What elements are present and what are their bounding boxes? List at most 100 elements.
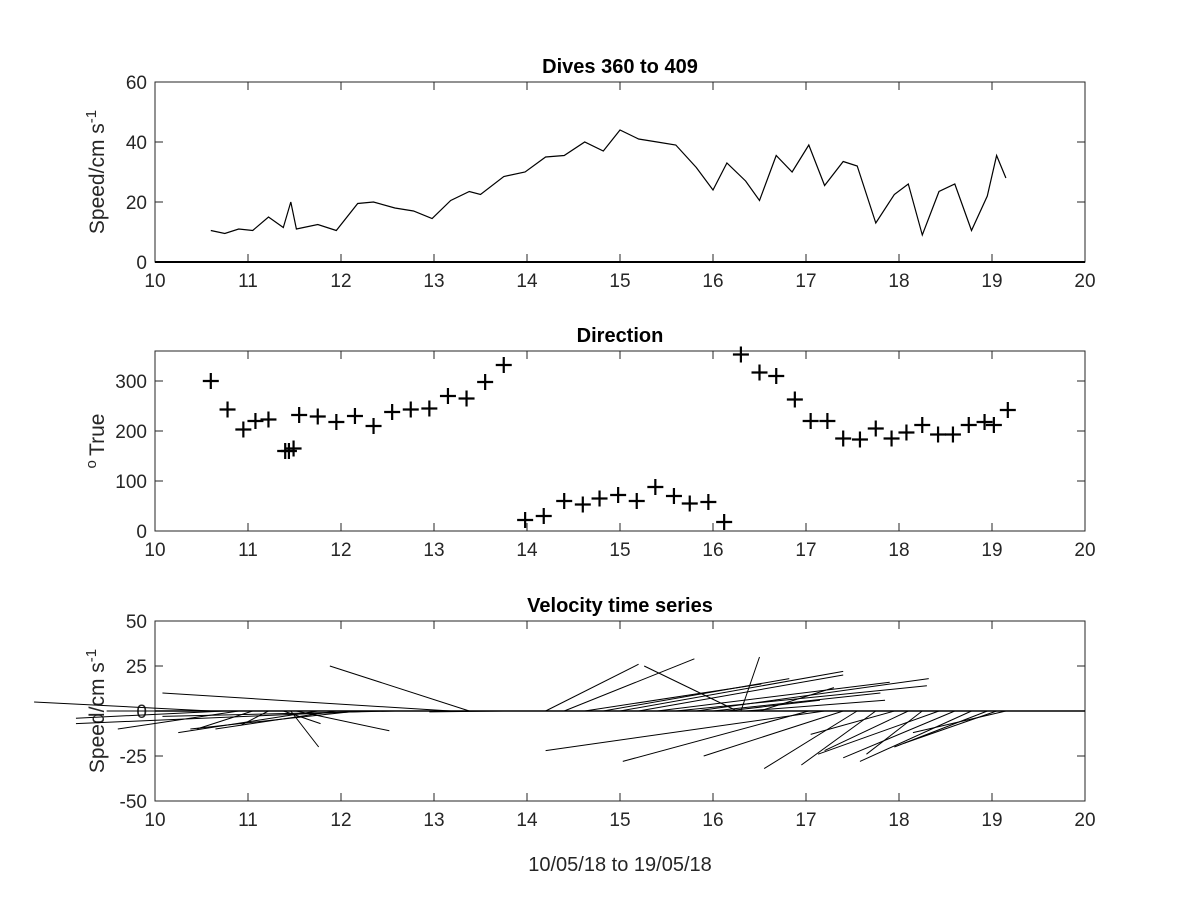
velocity-stick: [903, 710, 997, 744]
direction-point-marker: [647, 479, 664, 495]
direction-point-marker: [851, 431, 868, 448]
velocity-panel: 10 11 12 13 14 15 16 17 18 19 20 -50 -25 0 25 50 Velocit…: [34, 595, 1096, 831]
y-tick-label: 300: [115, 372, 147, 393]
panel-title: Dives 360 to 409: [542, 56, 698, 78]
panel-title: Velocity time series: [527, 595, 713, 617]
axes-box: [154, 81, 1086, 263]
y-tick-label: 60: [126, 73, 147, 94]
x-tick-label: 12: [330, 271, 351, 292]
direction-point-marker: [867, 420, 884, 437]
x-tick-label: 20: [1074, 271, 1095, 292]
direction-point-marker: [700, 494, 717, 510]
direction-point-marker: [883, 430, 900, 447]
velocity-stick: [622, 710, 809, 762]
y-tick-label: 100: [115, 472, 147, 493]
velocity-stick: [603, 678, 790, 712]
velocity-stick: [545, 710, 825, 752]
velocity-stick: [745, 699, 886, 712]
direction-point-marker: [365, 418, 382, 434]
velocity-stick: [190, 710, 358, 730]
velocity-stick: [657, 681, 890, 712]
direction-point-marker: [346, 408, 363, 424]
direction-point-marker: [914, 417, 931, 433]
x-tick-label: 14: [516, 540, 538, 561]
direction-point-marker: [235, 421, 252, 438]
direction-point-marker: [421, 400, 438, 417]
x-tick-label: 10: [144, 810, 165, 831]
direction-point-marker: [247, 413, 264, 429]
direction-point-marker: [898, 424, 915, 441]
velocity-stick: [564, 658, 695, 712]
x-tick-label: 13: [423, 540, 444, 561]
direction-point-marker: [285, 440, 302, 457]
y-tick-label: 0: [136, 702, 147, 723]
direction-point-marker: [819, 413, 836, 429]
direction-point-marker: [260, 411, 277, 428]
direction-point-marker: [930, 426, 947, 443]
direction-point-marker: [328, 414, 345, 430]
x-tick-label: 19: [981, 810, 1002, 831]
velocity-stick: [712, 692, 881, 712]
x-tick-label: 19: [981, 271, 1002, 292]
velocity-stick: [162, 710, 395, 717]
velocity-stick: [545, 663, 639, 712]
direction-point-marker: [944, 426, 961, 443]
velocity-stick: [912, 710, 1007, 734]
velocity-stick: [726, 699, 821, 712]
y-tick-label: 20: [126, 193, 147, 214]
direction-point-marker: [202, 373, 219, 389]
velocity-stick: [675, 685, 927, 712]
x-tick-label: 12: [330, 810, 351, 831]
x-tick-label: 13: [423, 271, 444, 292]
x-tick-label: 17: [795, 271, 816, 292]
y-axis-label: o True: [83, 414, 110, 469]
velocity-stick: [638, 674, 844, 712]
direction-point-marker: [985, 417, 1002, 433]
x-axis-caption: 10/05/18 to 19/05/18: [528, 854, 712, 876]
velocity-stick: [619, 670, 844, 712]
direction-point-marker: [835, 430, 852, 447]
direction-point-marker: [591, 490, 608, 507]
velocity-stick: [843, 710, 955, 759]
direction-point-marker: [517, 512, 534, 528]
direction-point-marker: [960, 417, 977, 433]
velocity-stick: [643, 665, 738, 712]
direction-point-marker: [802, 413, 819, 429]
x-tick-label: 19: [981, 540, 1002, 561]
x-tick-label: 16: [702, 271, 723, 292]
velocity-stick: [703, 710, 844, 757]
velocity-stick: [75, 710, 225, 719]
speed-panel: 10 11 12 13 14 15 16 17 18 19 20 0 20 40 60 Dives 360 t…: [83, 56, 1096, 292]
y-tick-label: 25: [126, 657, 147, 678]
direction-point-marker: [535, 508, 552, 524]
velocity-stick: [34, 701, 211, 712]
x-tick-label: 15: [609, 810, 630, 831]
x-tick-label: 17: [795, 540, 816, 561]
direction-point-marker: [439, 388, 456, 404]
x-tick-label: 10: [144, 271, 165, 292]
speed-series-line: [210, 129, 1007, 237]
velocity-stick: [866, 710, 923, 755]
y-tick-label: -50: [120, 792, 147, 813]
velocity-stick: [817, 710, 940, 755]
direction-point-marker: [665, 488, 682, 504]
velocity-stick: [329, 665, 470, 712]
direction-point-marker: [786, 391, 803, 408]
x-tick-label: 17: [795, 810, 816, 831]
direction-point-marker: [291, 407, 308, 423]
y-tick-label: -25: [120, 747, 147, 768]
x-tick-label: 18: [888, 810, 909, 831]
velocity-stick: [162, 692, 451, 712]
direction-point-marker: [458, 390, 475, 407]
x-tick-label: 13: [423, 810, 444, 831]
direction-point-marker: [610, 487, 627, 503]
direction-point-marker: [477, 374, 494, 390]
x-tick-label: 16: [702, 540, 723, 561]
x-tick-label: 14: [516, 271, 538, 292]
x-tick-label: 14: [516, 810, 538, 831]
direction-point-marker: [681, 495, 698, 512]
y-tick-label: 50: [126, 612, 147, 633]
x-tick-label: 20: [1074, 540, 1095, 561]
direction-point-marker: [495, 357, 512, 373]
